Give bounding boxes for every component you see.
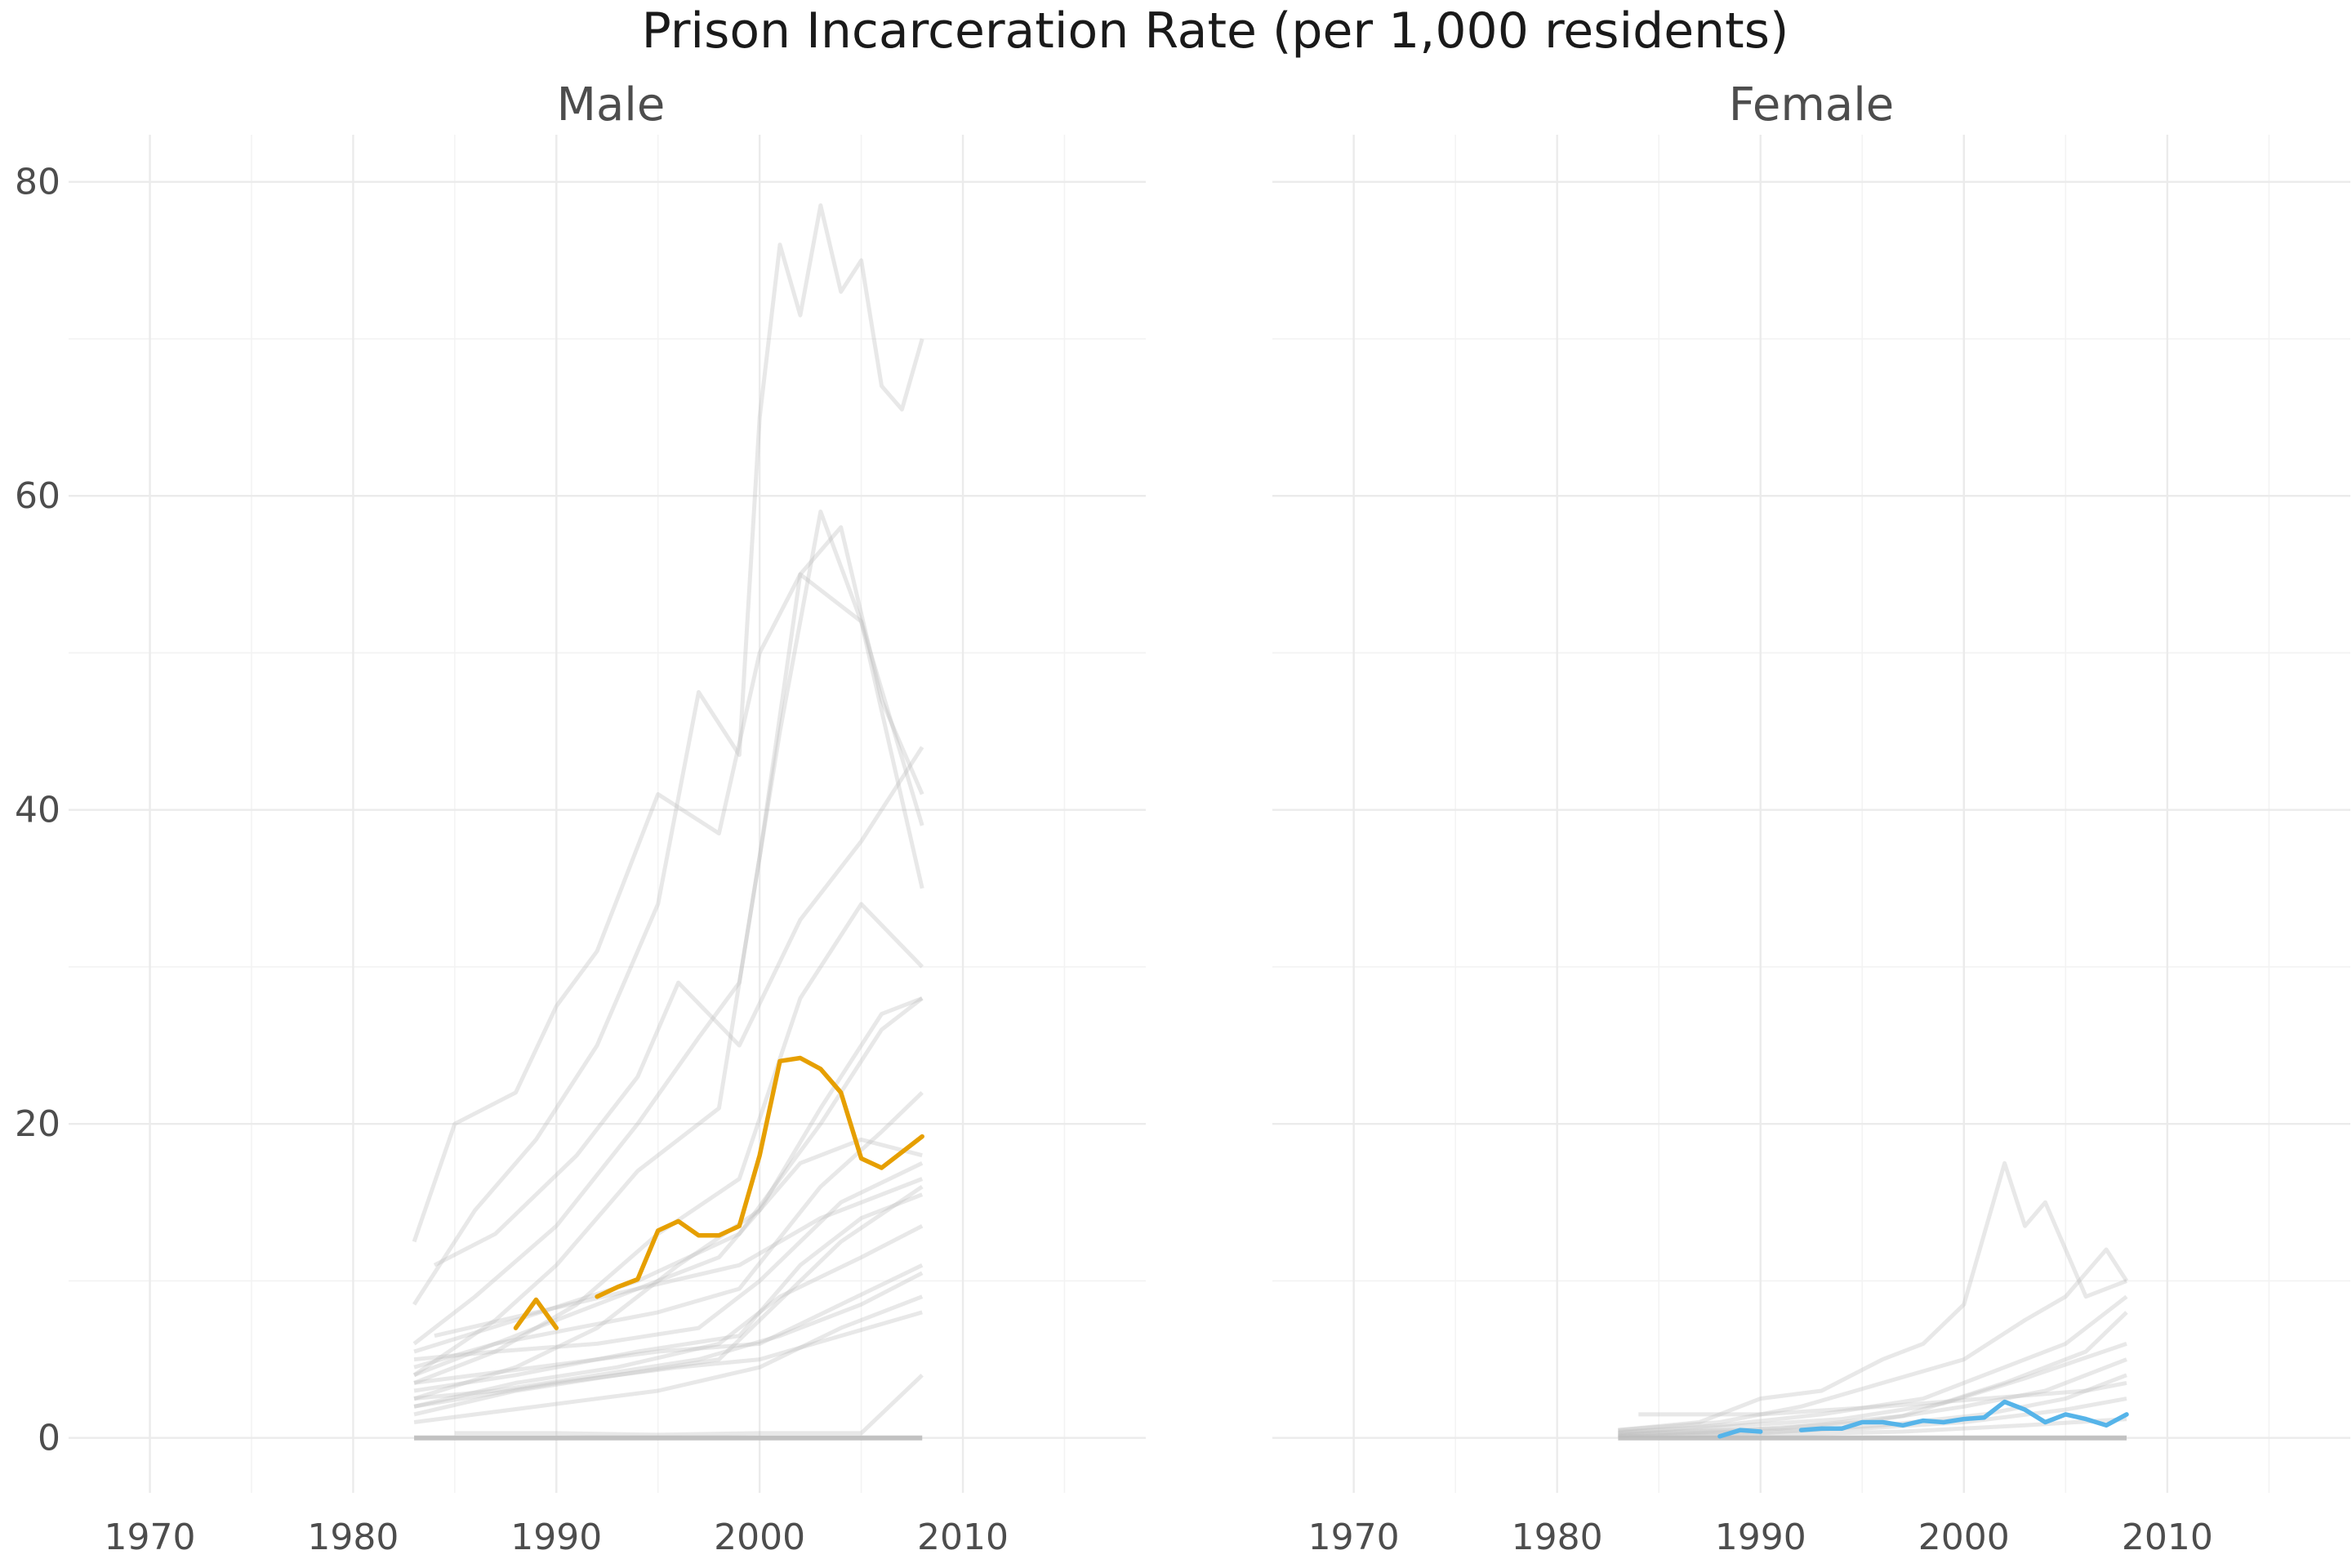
background-series-line (413, 1185, 924, 1417)
x-tick-label: 2010 (917, 1517, 1009, 1558)
highlight-series-female (1717, 1399, 2129, 1439)
y-tick-label: 80 (15, 162, 60, 203)
y-tick-label: 20 (15, 1103, 60, 1145)
background-series-line (1618, 1357, 2127, 1437)
x-tick-label: 2000 (714, 1517, 805, 1558)
x-tick-label: 1980 (1512, 1517, 1603, 1558)
x-axis-female: 1970 1980 1990 2000 2010 (1308, 1517, 2213, 1558)
background-series-line (413, 1310, 923, 1409)
background-series-line (412, 572, 924, 1243)
background-series-line (413, 902, 924, 1385)
grid-male (69, 135, 1146, 1493)
background-series-line (413, 996, 924, 1354)
x-tick-label: 2000 (1918, 1517, 2010, 1558)
chart-title: Prison Incarceration Rate (per 1,000 res… (642, 2, 1789, 60)
background-series-line (413, 1223, 924, 1409)
highlight-series-line (595, 1055, 924, 1299)
x-tick-label: 1970 (1308, 1517, 1400, 1558)
y-tick-label: 60 (15, 475, 60, 517)
x-axis-male: 1970 1980 1990 2000 2010 (105, 1517, 1009, 1558)
background-series-line (454, 1373, 924, 1437)
x-tick-label: 2010 (2122, 1517, 2213, 1558)
y-tick-label: 40 (15, 790, 60, 831)
background-series-line (413, 1161, 924, 1362)
background-series-line (412, 509, 924, 1346)
background-series-line (413, 1263, 924, 1385)
panel-label-female: Female (1729, 78, 1894, 131)
background-series-line (434, 1177, 924, 1339)
panel-female: Female 1970 1980 1990 2000 2010 (1272, 78, 2350, 1558)
x-tick-label: 1970 (105, 1517, 196, 1558)
x-tick-label: 1990 (1715, 1517, 1806, 1558)
background-series-line (1618, 1342, 2127, 1434)
background-series-line (412, 525, 924, 1377)
background-series-line (413, 996, 924, 1401)
panel-male: Male 0 20 40 60 80 1970 1980 1990 2000 2010 (15, 78, 1146, 1558)
highlight-series-line (513, 1297, 559, 1330)
background-series-line (1618, 1294, 2128, 1436)
background-series-line (412, 203, 924, 1306)
background-series-line (1618, 1396, 2127, 1437)
highlight-series-line (1798, 1399, 2129, 1432)
y-tick-label: 0 (38, 1418, 60, 1459)
background-series-line (413, 1294, 924, 1424)
x-tick-label: 1990 (510, 1517, 602, 1558)
background-series-line (1618, 1417, 2127, 1439)
panel-label-male: Male (557, 78, 666, 131)
background-series-line (1618, 1160, 2127, 1432)
grid-female (1272, 135, 2350, 1493)
highlight-series-male (513, 1055, 924, 1330)
background-series-line (413, 1192, 924, 1393)
y-axis-male: 0 20 40 60 80 (15, 162, 60, 1459)
x-tick-label: 1980 (307, 1517, 399, 1558)
background-series-line (1618, 1247, 2129, 1432)
background-series-male (412, 203, 924, 1441)
background-series-line (413, 1271, 924, 1401)
background-series-female (1618, 1160, 2129, 1441)
highlight-series-line (1717, 1428, 1763, 1439)
background-series-line (433, 746, 924, 1267)
background-series-line (413, 1091, 924, 1370)
background-series-line (1638, 1380, 2127, 1417)
background-series-line (413, 1137, 923, 1378)
